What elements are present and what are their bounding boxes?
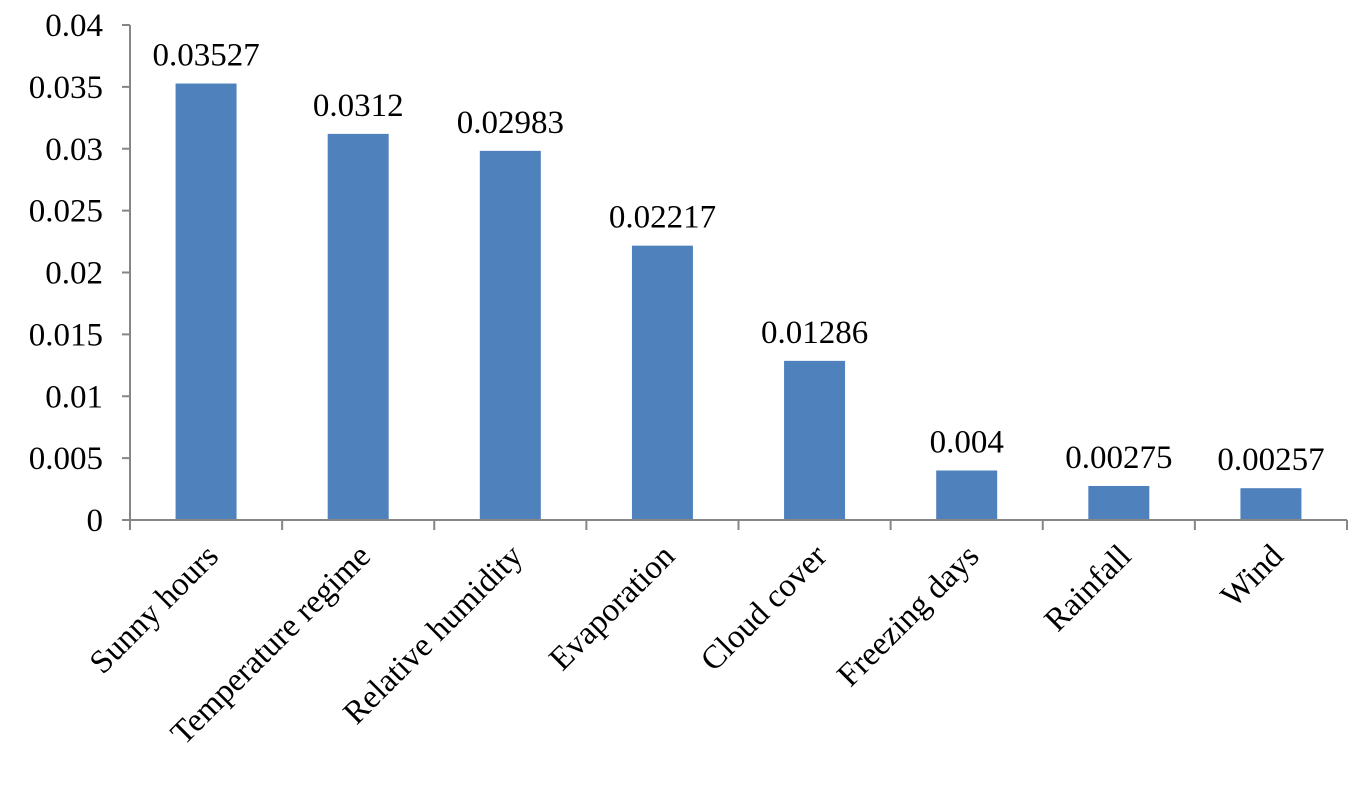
data-label: 0.0312 [313, 88, 404, 124]
y-tick-label: 0.015 [29, 317, 103, 353]
x-category-label: Cloud cover [694, 538, 834, 678]
y-tick-label: 0.04 [45, 8, 103, 44]
x-category-label: Wind [1214, 538, 1291, 615]
data-label: 0.02217 [609, 200, 716, 236]
bar [327, 133, 389, 520]
data-label: 0.03527 [152, 38, 259, 74]
data-label: 0.00275 [1065, 440, 1172, 476]
y-tick-label: 0.035 [29, 70, 103, 106]
x-category-label: Rainfall [1038, 538, 1139, 639]
y-tick-label: 0.02 [45, 256, 103, 292]
data-label: 0.02983 [457, 105, 564, 141]
y-tick-label: 0.03 [45, 132, 103, 168]
bar [1240, 488, 1302, 520]
x-category-label: Freezing days [831, 538, 987, 694]
bar [175, 83, 237, 520]
x-category-label: Evaporation [543, 538, 682, 677]
y-tick-label: 0.01 [45, 379, 103, 415]
data-label: 0.01286 [761, 315, 868, 351]
bar [479, 150, 541, 520]
y-tick-label: 0.005 [29, 441, 103, 477]
y-tick-label: 0 [87, 503, 104, 539]
bar [631, 245, 693, 521]
data-label: 0.004 [930, 425, 1004, 461]
y-tick-label: 0.025 [29, 194, 103, 230]
bar [784, 360, 846, 520]
x-category-label: Sunny hours [83, 538, 226, 681]
data-label: 0.00257 [1217, 442, 1324, 478]
bar [1088, 485, 1150, 520]
bar [936, 470, 998, 520]
